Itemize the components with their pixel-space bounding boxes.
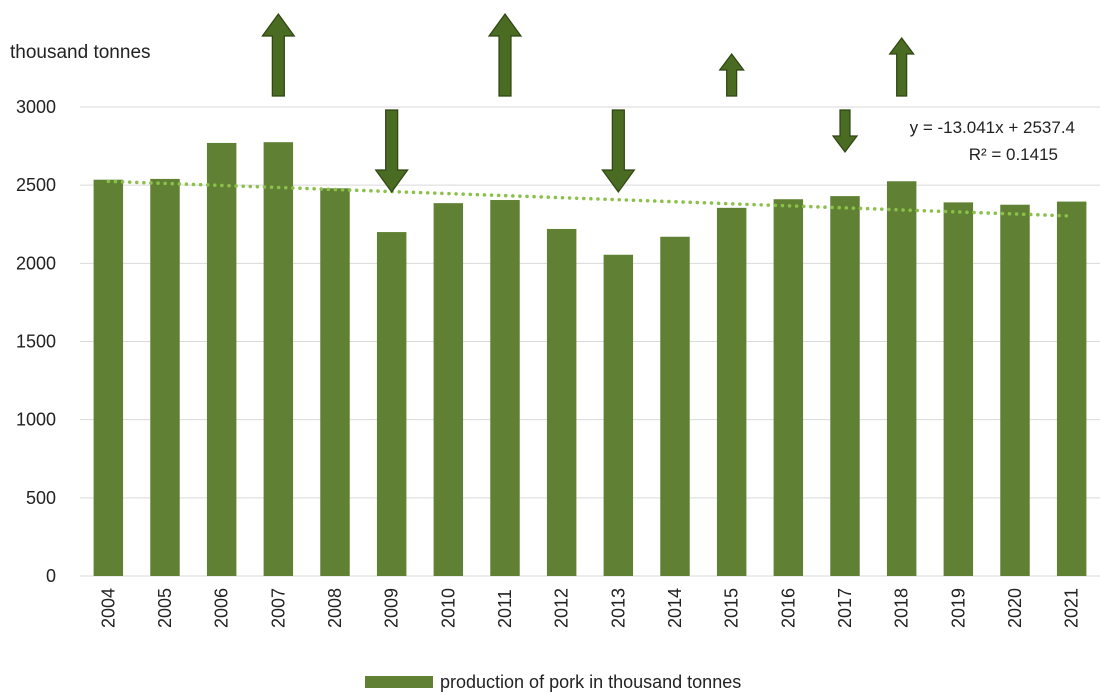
x-tick-label: 2011 (495, 589, 515, 628)
bar (716, 207, 747, 576)
bar (93, 179, 124, 576)
x-tick-label: 2004 (98, 588, 118, 628)
x-tick-label: 2009 (382, 588, 402, 628)
bars (93, 142, 1087, 577)
y-tick-label: 2500 (16, 175, 56, 195)
up-arrow-icon (261, 12, 296, 97)
trendline-r-squared: R² = 0.1415 (969, 145, 1058, 164)
bar (433, 203, 464, 576)
x-tick-label: 2012 (552, 588, 572, 628)
bar (773, 199, 804, 576)
up-arrow-icon (718, 53, 745, 97)
x-tick-label: 2008 (325, 588, 345, 628)
bar (1056, 201, 1087, 576)
bar (603, 254, 634, 577)
y-tick-label: 1000 (16, 410, 56, 430)
x-tick-label: 2014 (665, 588, 685, 628)
x-tick-label: 2010 (438, 588, 458, 628)
x-tick-label: 2013 (608, 588, 628, 628)
y-tick-label: 1500 (16, 332, 56, 352)
x-tick-label: 2016 (778, 588, 798, 628)
bar (150, 178, 180, 576)
x-tick-label: 2021 (1062, 588, 1082, 628)
bar (546, 228, 577, 576)
down-arrow-icon (374, 109, 409, 194)
trendline (106, 179, 1074, 218)
trendline-equation: y = -13.041x + 2537.4 (910, 118, 1075, 137)
bar (886, 181, 917, 576)
y-axis-title: thousand tonnes (10, 42, 151, 63)
down-arrow-icon (601, 109, 636, 194)
x-axis-tick-labels: 2004 2005 2006 2007 2008 2009 2010 2011 2012 2013… (98, 588, 1081, 628)
legend: production of pork in thousand tonnes (365, 672, 741, 692)
up-arrow-icon (888, 37, 915, 97)
bar (1000, 204, 1030, 577)
down-arrow-icon (831, 109, 859, 153)
x-tick-label: 2007 (268, 588, 288, 628)
x-tick-label: 2005 (155, 588, 175, 628)
bar (660, 236, 690, 577)
x-tick-label: 2019 (948, 588, 968, 628)
bar (490, 200, 520, 577)
bar (320, 188, 350, 576)
legend-swatch (365, 676, 433, 688)
y-tick-label: 500 (26, 488, 56, 508)
bar (943, 202, 974, 576)
x-tick-label: 2018 (892, 588, 912, 628)
x-tick-label: 2020 (1005, 588, 1025, 628)
legend-label: production of pork in thousand tonnes (440, 672, 741, 692)
up-arrow-icon (487, 12, 523, 97)
y-tick-label: 2000 (16, 253, 56, 273)
y-axis-tick-labels: 0 500 1000 1500 2000 2500 3000 (16, 97, 56, 586)
bar (263, 142, 294, 577)
x-tick-label: 2015 (722, 588, 742, 628)
bar (376, 232, 407, 577)
bar (206, 142, 237, 576)
x-tick-label: 2017 (835, 588, 855, 628)
y-tick-label: 0 (46, 566, 56, 586)
trendline-path (106, 179, 1074, 218)
y-tick-label: 3000 (16, 97, 56, 117)
change-arrows (261, 12, 915, 194)
x-tick-label: 2006 (212, 588, 232, 628)
bar (830, 196, 860, 577)
